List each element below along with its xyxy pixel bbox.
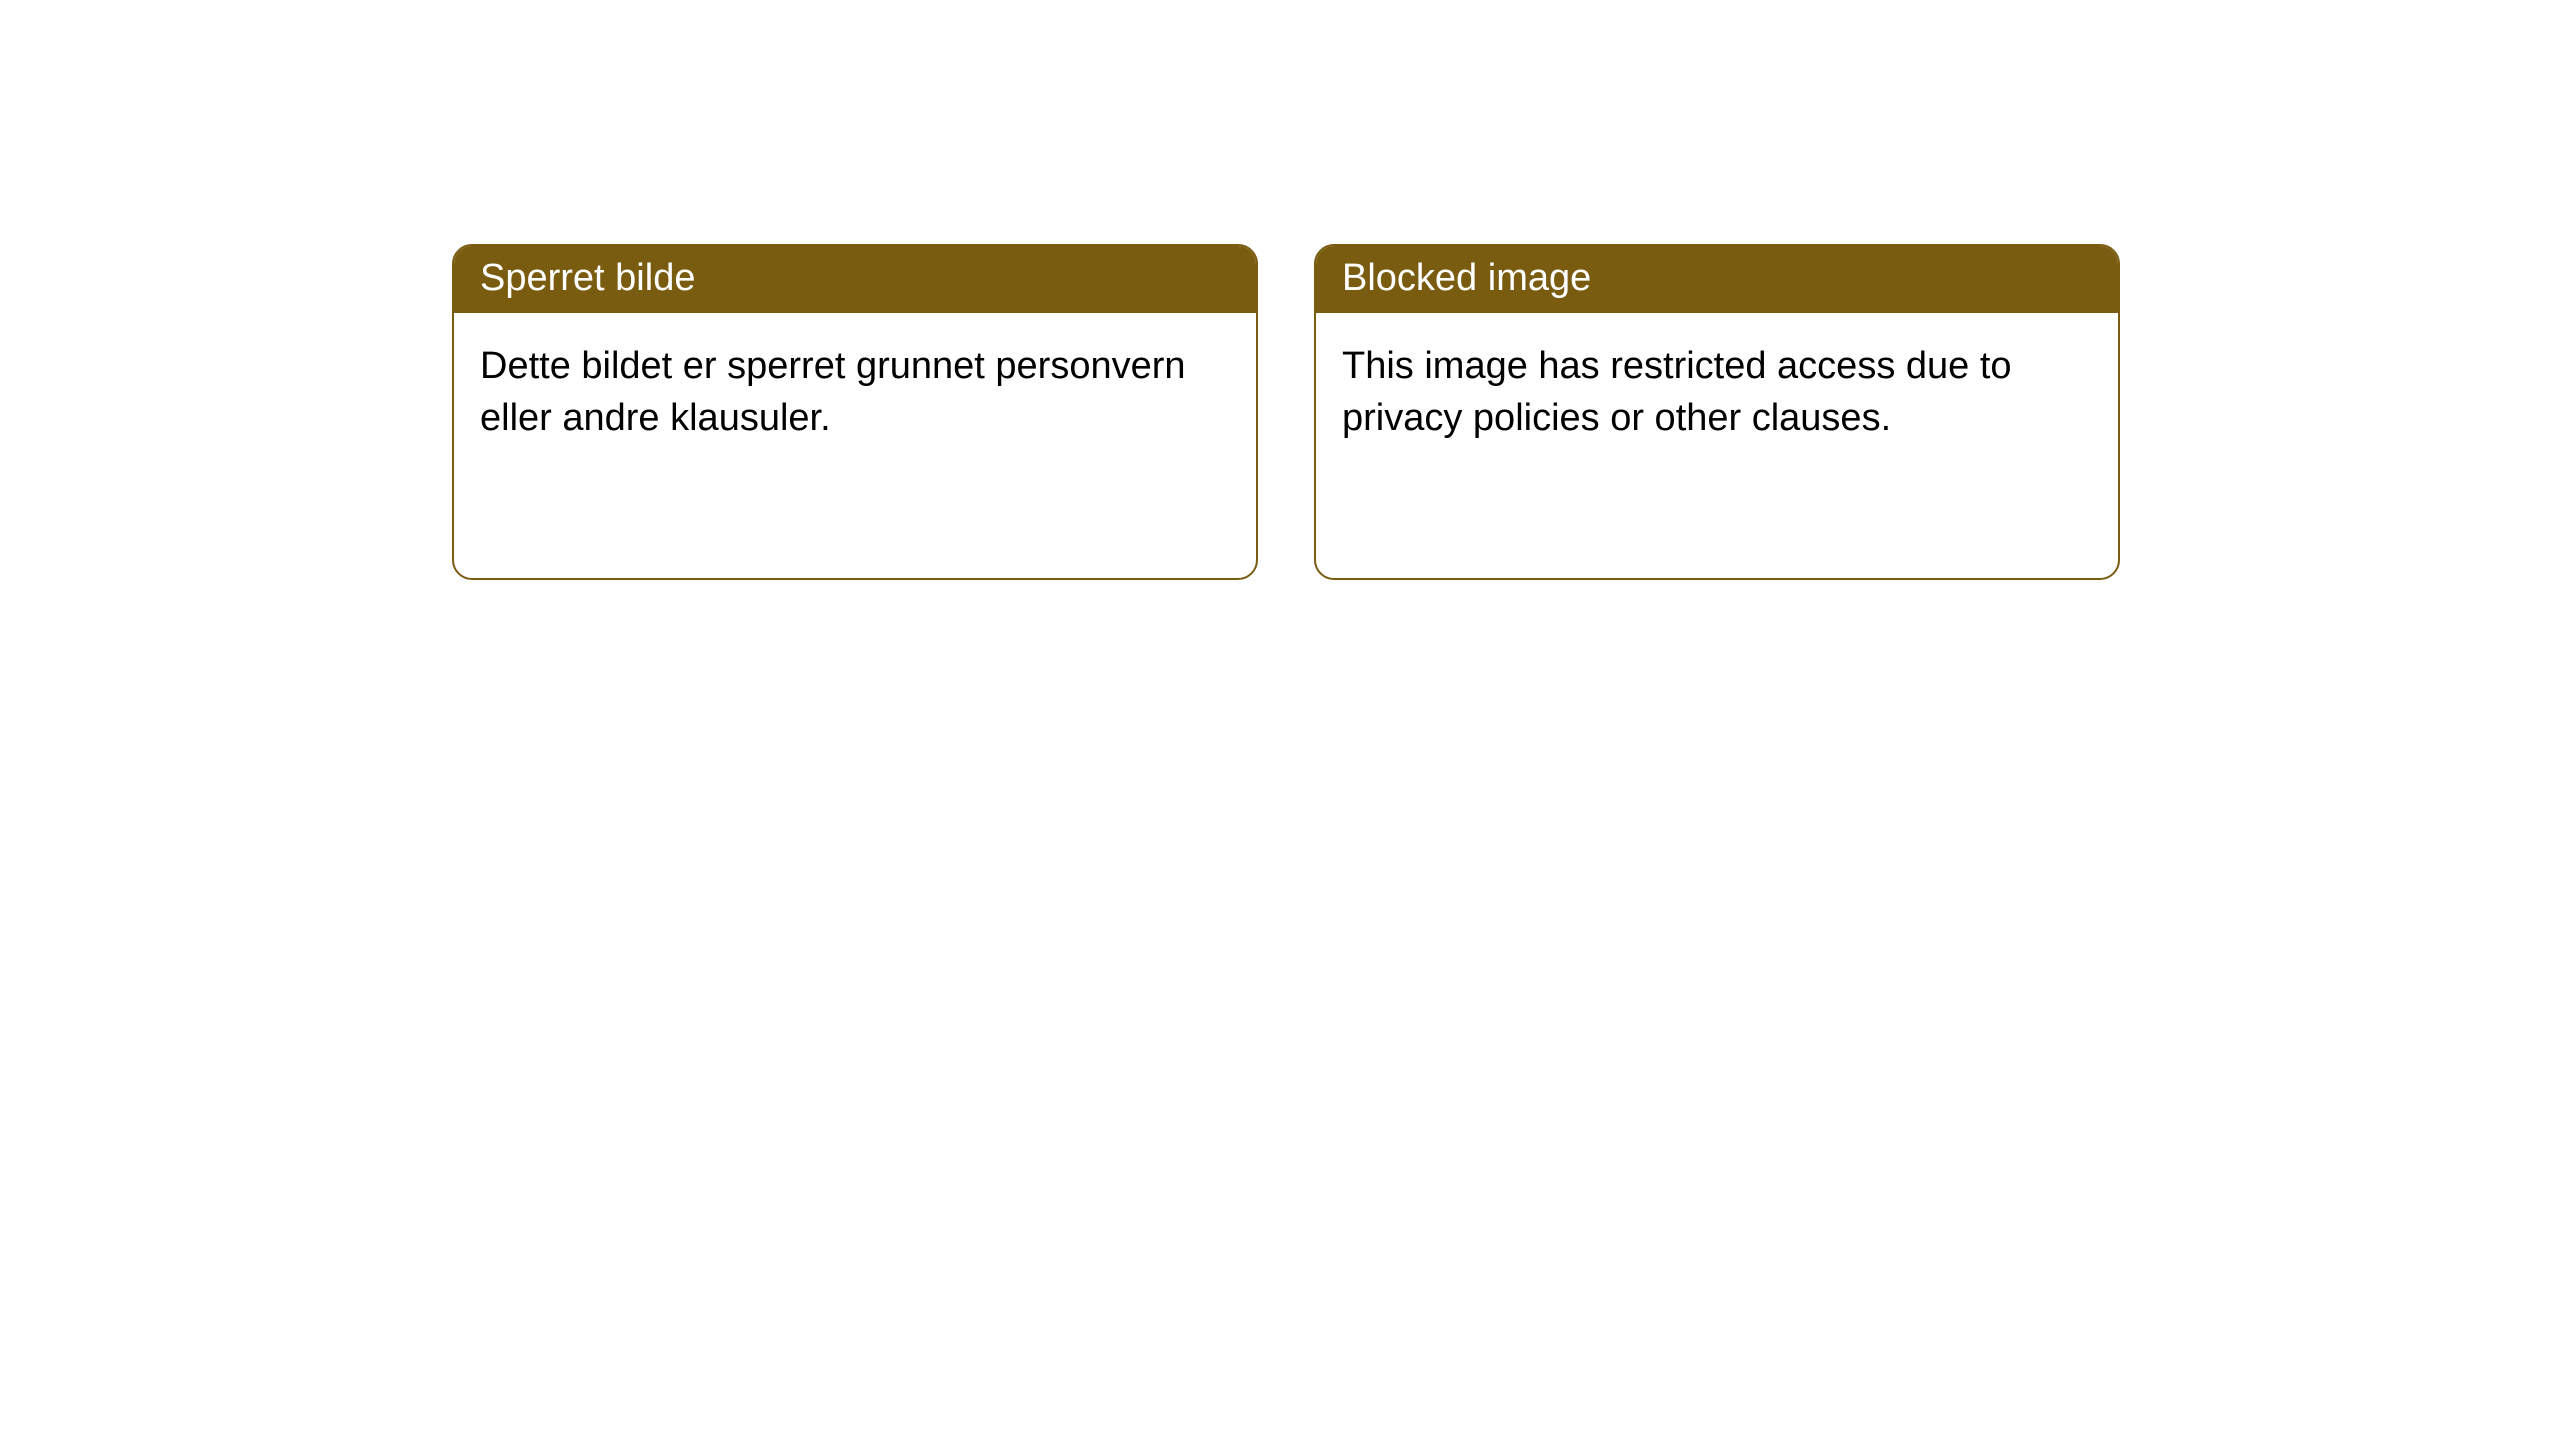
blocked-image-card-en: Blocked image This image has restricted …: [1314, 244, 2120, 580]
blocked-image-card-no: Sperret bilde Dette bildet er sperret gr…: [452, 244, 1258, 580]
notice-container: Sperret bilde Dette bildet er sperret gr…: [0, 0, 2560, 580]
card-body-no: Dette bildet er sperret grunnet personve…: [454, 313, 1256, 472]
card-header-no: Sperret bilde: [454, 246, 1256, 313]
card-header-en: Blocked image: [1316, 246, 2118, 313]
card-body-en: This image has restricted access due to …: [1316, 313, 2118, 472]
